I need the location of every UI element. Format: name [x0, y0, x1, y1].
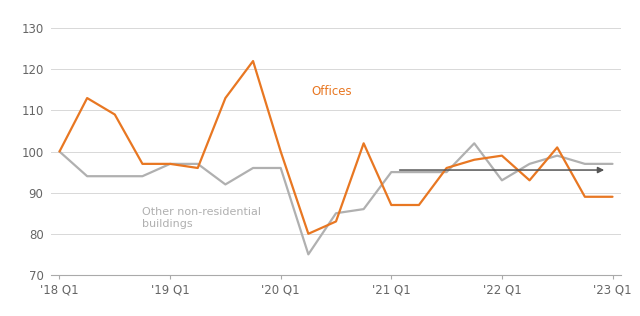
Text: Other non-residential
buildings: Other non-residential buildings: [143, 207, 262, 229]
Text: Offices: Offices: [311, 85, 352, 98]
